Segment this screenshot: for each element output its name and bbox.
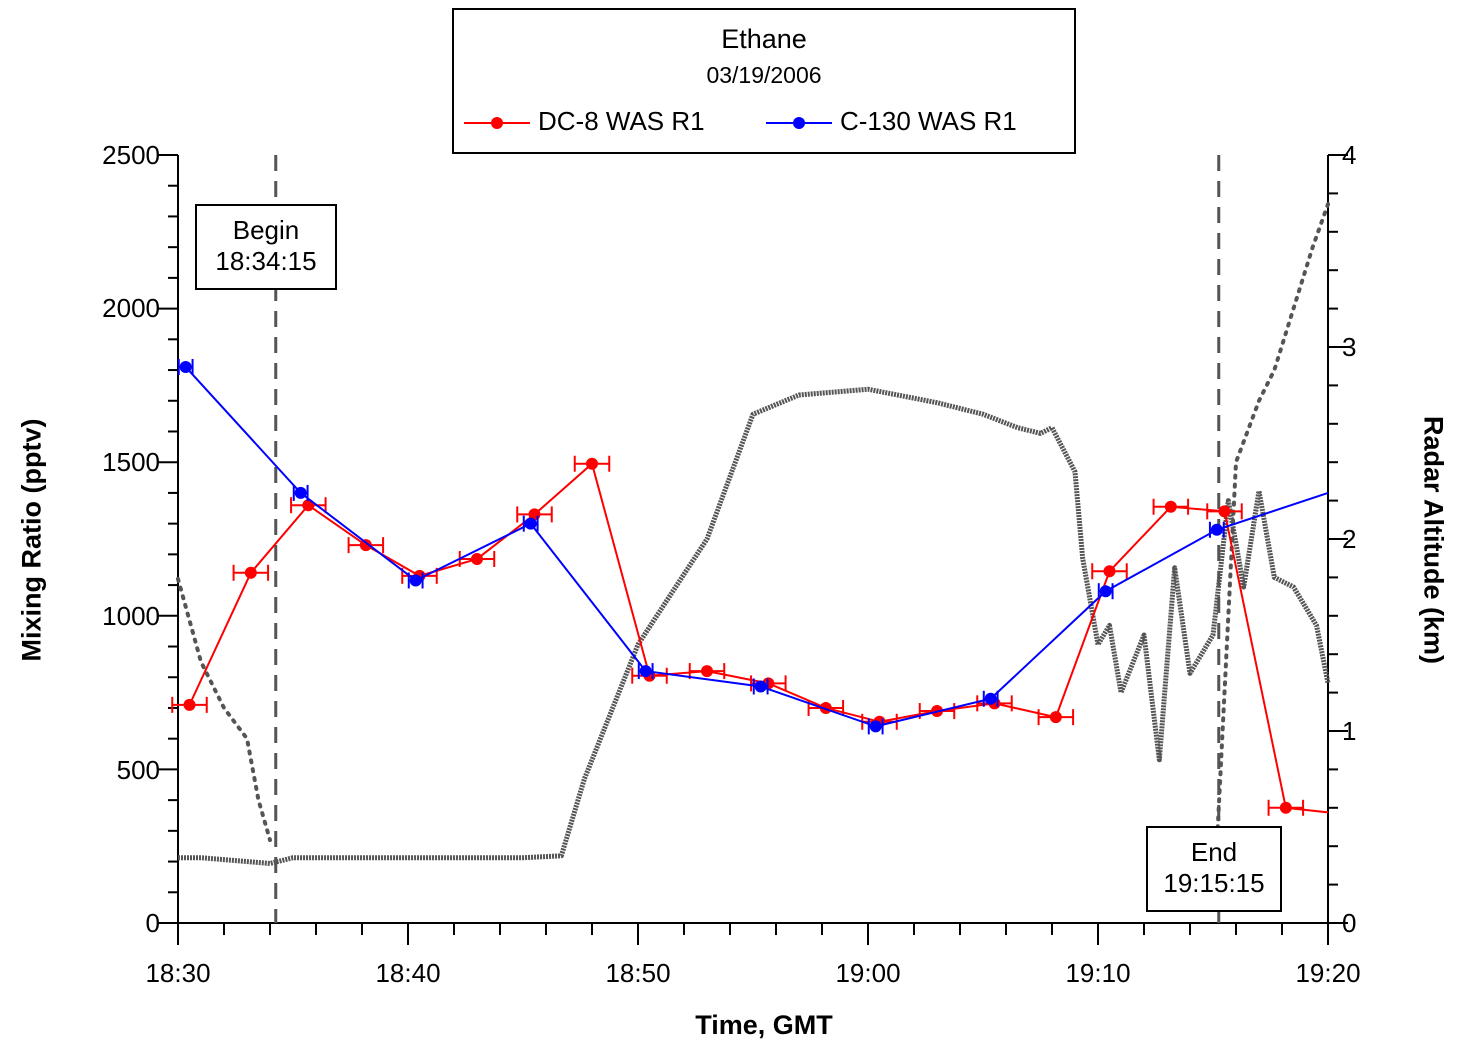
chart-subtitle: 03/19/2006 [706,62,822,88]
data-point-c130 [639,665,652,678]
legend: Ethane 03/19/2006 DC-8 WAS R1 C-130 WAS … [452,8,1076,154]
end-callout: End 19:15:15 [1146,826,1282,912]
data-point-c130 [409,574,422,587]
legend-label-c130: C-130 WAS R1 [840,106,1017,136]
legend-label-dc8: DC-8 WAS R1 [538,106,705,136]
y2-tick-label: 1 [1342,716,1357,746]
data-point-dc8 [1279,801,1292,814]
data-point-dc8 [359,539,372,552]
legend-swatch-dc8 [464,117,530,129]
data-point-c130 [1210,523,1223,536]
y2-tick-label: 4 [1342,140,1357,170]
begin-label: Begin [232,215,300,245]
data-point-c130 [294,486,307,499]
data-point-c130 [1099,585,1112,598]
end-label: End [1190,837,1238,867]
y2-tick-label: 2 [1342,524,1357,554]
series-line-c130 [184,366,1329,728]
y-tick-label: 0 [145,908,160,938]
data-point-dc8 [1103,565,1116,578]
y-tick-label: 2500 [102,140,160,170]
y2-axis-title: Radar Altitude (km) [1418,415,1449,665]
data-point-dc8 [471,552,483,565]
y-tick-label: 2000 [102,293,160,323]
data-point-dc8 [1164,500,1177,513]
altitude-trace-dotted-left [176,576,272,843]
x-tick-label: 19:20 [1295,958,1361,988]
axes-layer [158,154,1348,945]
y-tick-label: 500 [116,755,160,785]
data-point-dc8 [1049,711,1062,724]
data-point-c130 [754,680,767,693]
y-tick-label: 1000 [102,601,160,631]
data-point-dc8 [183,698,196,711]
data-point-dc8 [701,665,713,678]
x-tick-label: 19:00 [835,958,901,988]
data-point-c130 [984,692,997,705]
begin-callout: Begin 18:34:15 [195,204,337,290]
y-axis-title: Mixing Ratio (pptv) [16,418,47,662]
altitude-trace-dotted-right [1214,202,1330,849]
data-point-dc8 [586,457,598,470]
y2-tick-label: 3 [1342,332,1357,362]
y-tick-label: 1500 [102,447,160,477]
data-point-c130 [869,720,882,733]
x-tick-label: 18:40 [375,958,441,988]
x-tick-label: 19:10 [1065,958,1131,988]
end-time: 19:15:15 [1163,868,1265,898]
y2-tick-label: 0 [1342,908,1357,938]
altitude-trace-layer [176,202,1331,866]
series-layer [171,358,1329,816]
data-point-dc8 [244,566,257,579]
x-tick-label: 18:50 [605,958,671,988]
begin-time: 18:34:15 [215,246,317,276]
data-point-dc8 [1218,505,1231,518]
data-point-c130 [179,360,192,373]
x-axis-title: Time, GMT [695,1010,833,1040]
data-point-c130 [524,517,537,530]
chart-title: Ethane [721,24,807,54]
legend-swatch-c130 [766,117,832,129]
x-tick-label: 18:30 [145,958,211,988]
altitude-trace [178,386,1331,866]
